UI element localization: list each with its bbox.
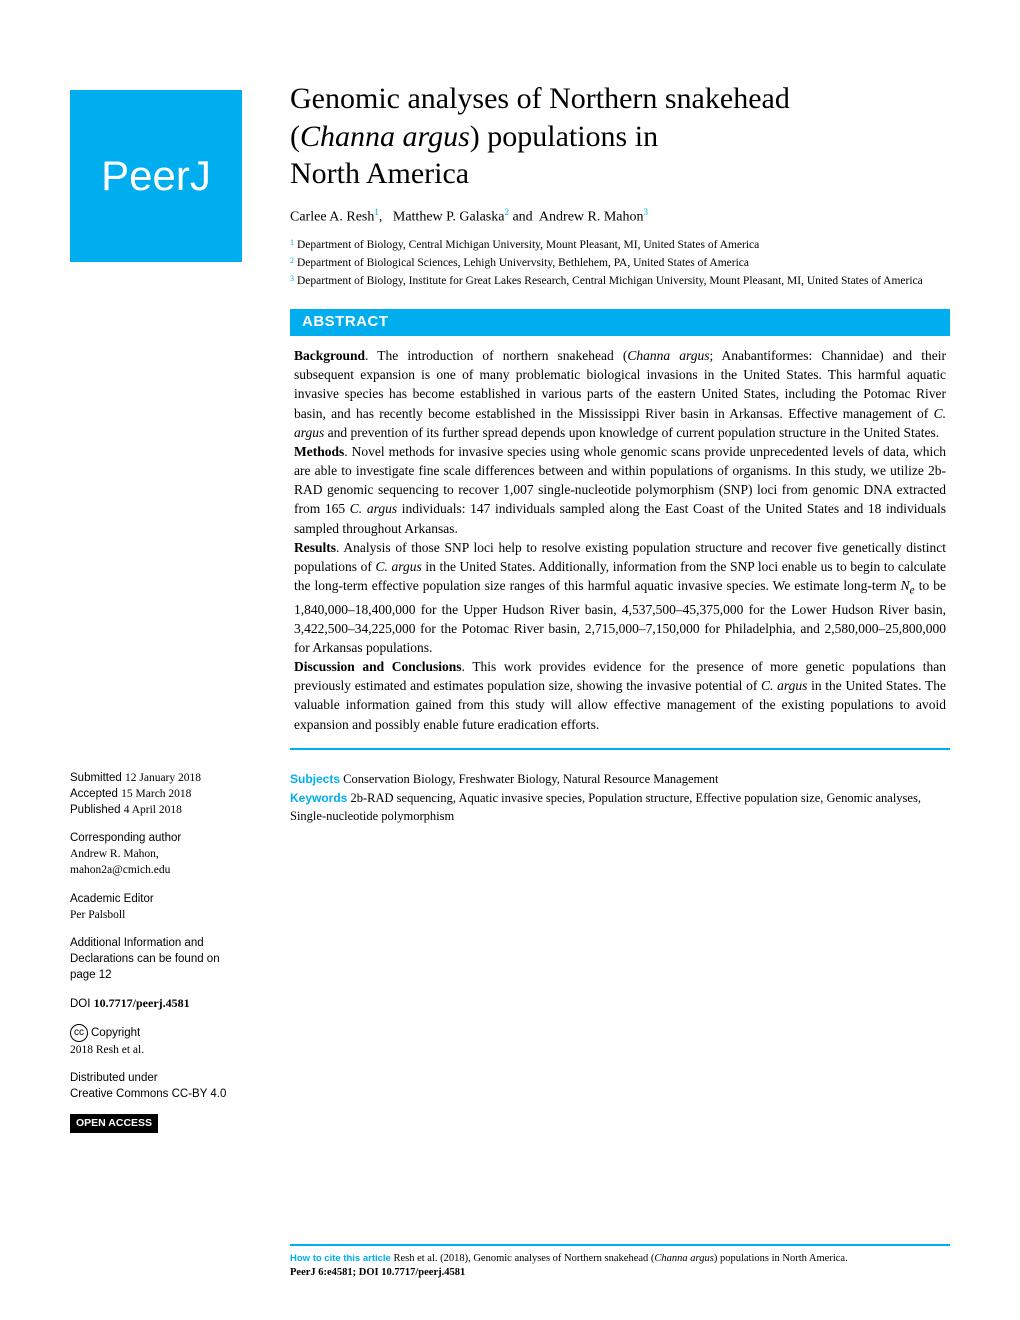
doi-block: DOI 10.7717/peerj.4581 bbox=[70, 995, 245, 1012]
corresponding-block: Corresponding author Andrew R. Mahon, ma… bbox=[70, 830, 245, 878]
distributed-block: Distributed under Creative Commons CC-BY… bbox=[70, 1070, 245, 1102]
cc-icon: cc bbox=[70, 1024, 88, 1042]
editor-block: Academic Editor Per Palsboll bbox=[70, 891, 245, 923]
affiliation-2: 2Department of Biological Sciences, Lehi… bbox=[290, 255, 950, 272]
affiliation-3: 3Department of Biology, Institute for Gr… bbox=[290, 273, 950, 290]
journal-logo: PeerJ bbox=[70, 90, 242, 262]
editor-label: Academic Editor bbox=[70, 893, 154, 905]
abstract-body: Background. The introduction of northern… bbox=[290, 334, 950, 750]
title-line1: Genomic analyses of Northern snakehead bbox=[290, 82, 790, 115]
author-3-sup: 3 bbox=[644, 207, 649, 217]
doi-value[interactable]: 10.7717/peerj.4581 bbox=[94, 996, 190, 1010]
title-line3: North America bbox=[290, 157, 469, 190]
discussion-label: Discussion and Conclusions bbox=[294, 659, 462, 674]
corresponding-email[interactable]: mahon2a@cmich.edu bbox=[70, 864, 170, 876]
subjects-keywords: Subjects Conservation Biology, Freshwate… bbox=[290, 770, 950, 826]
methods-text: . Novel methods for invasive species usi… bbox=[294, 444, 946, 536]
editor-name: Per Palsboll bbox=[70, 909, 125, 921]
author-2-sep: and bbox=[509, 209, 533, 224]
corresponding-name: Andrew R. Mahon, bbox=[70, 848, 159, 860]
open-access-badge: OPEN ACCESS bbox=[70, 1114, 245, 1133]
affiliation-1: 1Department of Biology, Central Michigan… bbox=[290, 237, 950, 254]
published-label: Published bbox=[70, 804, 121, 816]
doi-label: DOI bbox=[70, 998, 90, 1010]
additional-info[interactable]: Additional Information and Declarations … bbox=[70, 935, 245, 983]
copyright-block: ccCopyright 2018 Resh et al. bbox=[70, 1024, 245, 1058]
subjects-text: Conservation Biology, Freshwater Biology… bbox=[343, 772, 718, 786]
corresponding-label: Corresponding author bbox=[70, 832, 181, 844]
accepted-date: 15 March 2018 bbox=[121, 788, 191, 800]
author-1-sep: , bbox=[379, 209, 383, 224]
title-paren-open: ( bbox=[290, 120, 300, 153]
sidebar-metadata: Submitted 12 January 2018 Accepted 15 Ma… bbox=[70, 770, 245, 1145]
author-3: Andrew R. Mahon bbox=[539, 209, 644, 224]
accepted-label: Accepted bbox=[70, 788, 118, 800]
cite-ref: PeerJ 6:e4581; DOI 10.7717/peerj.4581 bbox=[290, 1267, 465, 1278]
affiliations: 1Department of Biology, Central Michigan… bbox=[290, 237, 950, 289]
citation-footer: How to cite this article Resh et al. (20… bbox=[290, 1244, 950, 1280]
keywords-text: 2b-RAD sequencing, Aquatic invasive spec… bbox=[290, 791, 921, 824]
background-label: Background bbox=[294, 348, 365, 363]
submitted-date: 12 January 2018 bbox=[125, 772, 201, 784]
published-date: 4 April 2018 bbox=[124, 804, 182, 816]
copyright-label: Copyright bbox=[91, 1027, 140, 1039]
copyright-text: 2018 Resh et al. bbox=[70, 1044, 144, 1056]
title-line2b: ) populations in bbox=[470, 120, 658, 153]
keywords-row: Keywords 2b-RAD sequencing, Aquatic inva… bbox=[290, 789, 950, 827]
results-label: Results bbox=[294, 540, 336, 555]
article-title: Genomic analyses of Northern snakehead (… bbox=[290, 80, 950, 193]
title-species: Channa argus bbox=[300, 120, 470, 153]
distributed-label: Distributed under bbox=[70, 1072, 158, 1084]
author-1: Carlee A. Resh bbox=[290, 209, 374, 224]
keywords-label: Keywords bbox=[290, 791, 347, 805]
submitted-label: Submitted bbox=[70, 772, 122, 784]
distributed-text[interactable]: Creative Commons CC-BY 4.0 bbox=[70, 1088, 226, 1100]
methods-label: Methods bbox=[294, 444, 344, 459]
abstract-header: ABSTRACT bbox=[290, 309, 950, 334]
author-2: Matthew P. Galaska bbox=[393, 209, 505, 224]
logo-text: PeerJ bbox=[101, 152, 211, 200]
subjects-label: Subjects bbox=[290, 772, 340, 786]
background-text: . The introduction of northern snakehead… bbox=[294, 348, 946, 440]
results-text: . Analysis of those SNP loci help to res… bbox=[294, 540, 946, 655]
author-list: Carlee A. Resh1, Matthew P. Galaska2 and… bbox=[290, 207, 950, 226]
cite-label: How to cite this article bbox=[290, 1253, 391, 1264]
subjects-row: Subjects Conservation Biology, Freshwate… bbox=[290, 770, 950, 789]
dates-block: Submitted 12 January 2018 Accepted 15 Ma… bbox=[70, 770, 245, 818]
open-access-text: OPEN ACCESS bbox=[70, 1114, 158, 1133]
cite-text: Resh et al. (2018), Genomic analyses of … bbox=[393, 1253, 847, 1264]
